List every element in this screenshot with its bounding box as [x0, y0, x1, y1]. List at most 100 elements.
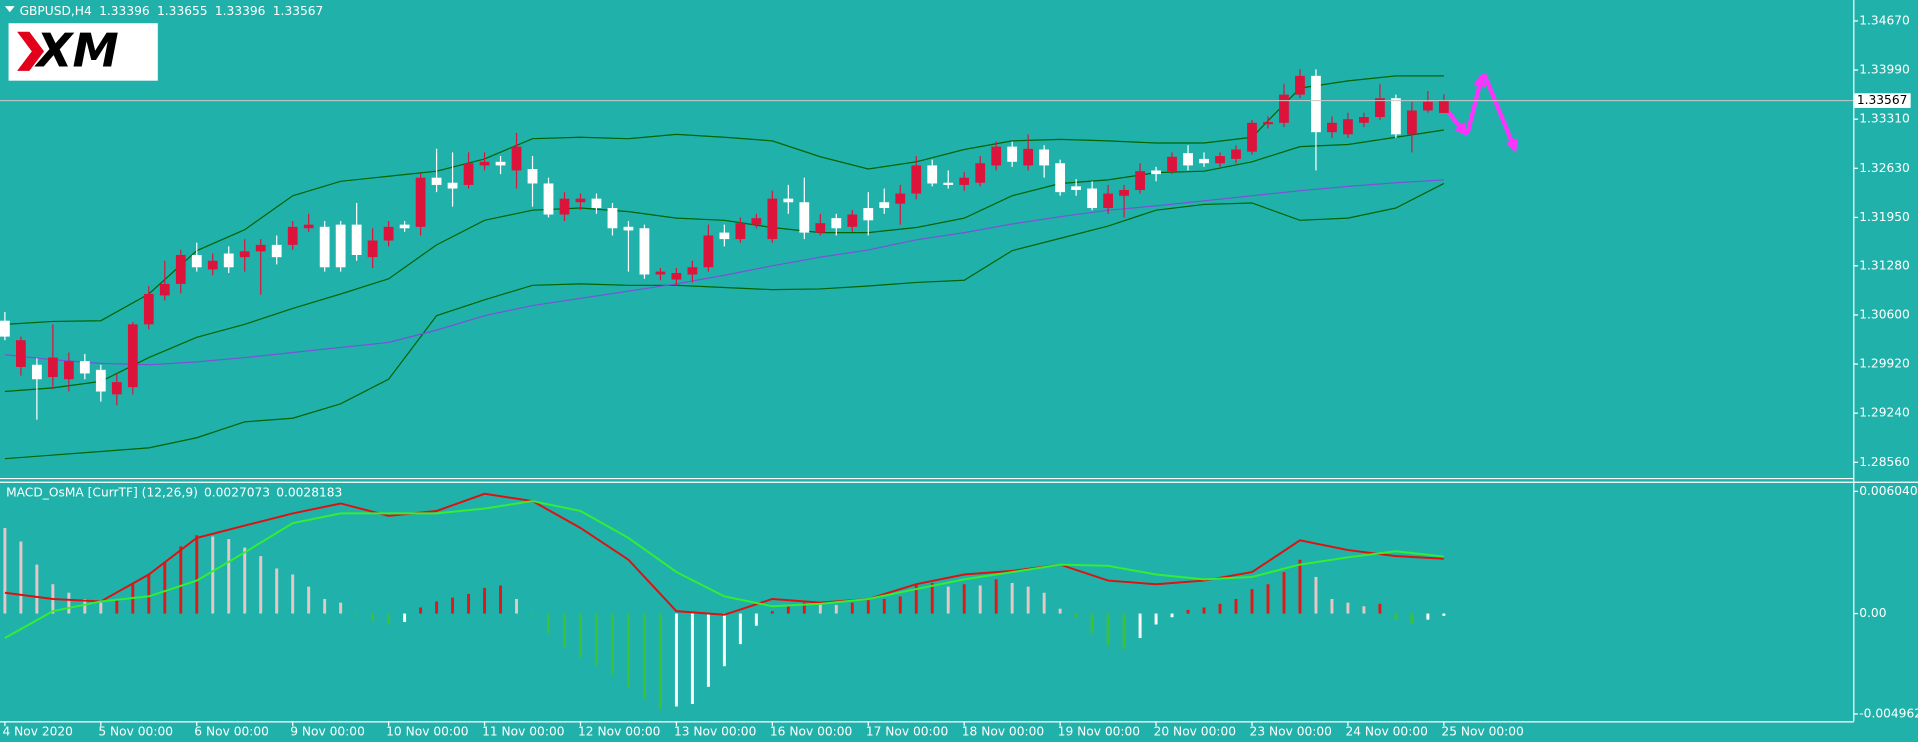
- indicator-value: 0.0027073: [204, 485, 270, 499]
- histogram-bar: [962, 584, 966, 614]
- candle-body: [303, 224, 314, 229]
- candle-body: [479, 161, 490, 166]
- histogram-bar: [1122, 613, 1126, 649]
- current-price-label: 1.33567: [1857, 93, 1908, 107]
- candle-body: [447, 182, 458, 189]
- histogram-bar: [610, 613, 614, 675]
- histogram-bar: [930, 583, 934, 614]
- candle-body: [623, 226, 634, 231]
- indicator-line: [4, 500, 1444, 639]
- histogram-bar: [802, 602, 806, 614]
- histogram-bar: [946, 586, 950, 614]
- candle-body: [335, 224, 346, 268]
- y-tick-label: 0.00: [1859, 606, 1886, 620]
- x-tick-label: 13 Nov 00:00: [674, 725, 756, 739]
- candle-body: [895, 193, 906, 204]
- ohlc-value: 1.33396: [99, 4, 150, 18]
- histogram-bar: [371, 613, 375, 621]
- candle-body: [127, 324, 138, 388]
- candle-body: [1151, 170, 1161, 175]
- candle-body: [511, 146, 522, 171]
- candle-body: [15, 340, 26, 367]
- y-tick-label: 1.29920: [1859, 357, 1910, 371]
- x-tick-label: 24 Nov 00:00: [1345, 725, 1427, 739]
- candle-body: [591, 198, 602, 209]
- candle-body: [1311, 75, 1321, 133]
- candle-body: [703, 235, 714, 268]
- histogram-bar: [994, 579, 998, 614]
- candle-body: [879, 202, 890, 209]
- candle-body: [1183, 153, 1193, 166]
- x-tick-label: 19 Nov 00:00: [1058, 725, 1140, 739]
- candle-body: [959, 177, 970, 185]
- histogram-bar: [818, 603, 822, 614]
- x-tick-label: 18 Nov 00:00: [962, 725, 1044, 739]
- histogram-bar: [291, 574, 295, 614]
- candle-body: [1103, 193, 1113, 209]
- histogram-bar: [722, 613, 726, 667]
- indicator-line: [4, 182, 1445, 460]
- histogram-bar: [83, 598, 87, 614]
- chart-header: GBPUSD,H4 1.33396 1.33655 1.33396 1.33567: [20, 4, 324, 18]
- candle-body: [1071, 186, 1082, 190]
- histogram-bar: [1074, 613, 1078, 618]
- x-tick-label: 12 Nov 00:00: [578, 725, 660, 739]
- candle-body: [1327, 122, 1337, 133]
- histogram-bar: [499, 585, 503, 614]
- histogram-bar: [435, 601, 439, 614]
- histogram-bar: [1058, 608, 1062, 614]
- histogram-bar: [914, 584, 918, 614]
- menu-arrow[interactable]: [4, 6, 15, 13]
- candle-body: [1055, 163, 1066, 193]
- histogram-bar: [850, 602, 854, 614]
- histogram-bar: [1138, 613, 1142, 639]
- y-tick-label: 1.33990: [1859, 63, 1910, 77]
- histogram-bar: [1234, 598, 1238, 614]
- y-tick-label: 1.32630: [1859, 161, 1910, 175]
- candle-body: [767, 198, 778, 240]
- candle-body: [1406, 110, 1417, 135]
- candle-body: [847, 214, 858, 227]
- histogram-bar: [1442, 613, 1446, 616]
- candle-body: [1023, 148, 1034, 166]
- candle-body: [991, 146, 1002, 166]
- histogram-bar: [19, 541, 23, 614]
- histogram-bar: [99, 602, 103, 614]
- candle-body: [1279, 94, 1289, 123]
- y-tick-label: 1.31950: [1859, 210, 1910, 224]
- candle-body: [111, 382, 122, 395]
- histogram-bar: [227, 539, 231, 614]
- histogram-bar: [1170, 613, 1174, 618]
- x-tick-label: 9 Nov 00:00: [290, 725, 365, 739]
- candle-body: [607, 208, 618, 229]
- candle-body: [831, 218, 842, 229]
- histogram-bar: [1250, 589, 1254, 614]
- histogram-bar: [1090, 613, 1094, 634]
- indicator-line: [4, 179, 1444, 366]
- candle-body: [1087, 188, 1098, 209]
- histogram-bar: [211, 536, 215, 614]
- histogram-bar: [1218, 603, 1222, 614]
- candle-body: [319, 226, 330, 268]
- x-tick-label: 20 Nov 00:00: [1154, 725, 1236, 739]
- candle-body: [1438, 100, 1449, 113]
- current-price-box: [1854, 93, 1911, 108]
- x-tick-label: 4 Nov 2020: [2, 725, 73, 739]
- histogram-bar: [642, 613, 646, 700]
- y-tick-label: 1.33310: [1859, 112, 1910, 126]
- candle-body: [1135, 171, 1145, 190]
- candle-body: [639, 228, 650, 275]
- x-tick-label: 10 Nov 00:00: [386, 725, 468, 739]
- candle-body: [1375, 98, 1385, 118]
- indicator-line: [4, 492, 1444, 616]
- x-tick-label: 5 Nov 00:00: [98, 725, 173, 739]
- indicator-value: 0.0028183: [276, 485, 342, 499]
- candle-body: [655, 271, 666, 275]
- candle-body: [575, 198, 586, 203]
- histogram-bar: [706, 613, 710, 687]
- histogram-bar: [483, 587, 487, 614]
- y-tick-label: 0.0060401: [1859, 484, 1918, 498]
- arrow-segment: [1465, 73, 1486, 135]
- y-tick-label: 1.28560: [1859, 455, 1910, 469]
